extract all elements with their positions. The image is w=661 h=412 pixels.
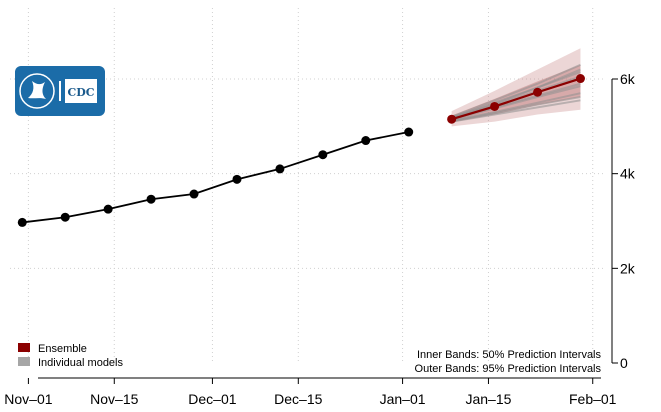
ensemble-series <box>447 74 585 124</box>
ensemble-point <box>533 87 543 97</box>
hhs-eagle-icon <box>19 73 55 109</box>
observed-point <box>60 212 70 222</box>
individual-model-line <box>451 63 581 118</box>
inner-band-note: Inner Bands: 50% Prediction Intervals <box>417 349 602 361</box>
individual-model-line <box>451 75 581 120</box>
cdc-logo-text: CDC <box>67 86 94 99</box>
y-tick-label: 6k <box>620 71 636 87</box>
observed-point <box>318 150 328 160</box>
individual-model-line <box>451 85 581 121</box>
observed-point <box>361 136 371 146</box>
individual-model-line <box>451 96 581 123</box>
observed-point <box>404 127 414 137</box>
x-tick-label: Nov–15 <box>90 391 138 407</box>
legend-label-individual-models: Individual models <box>38 357 123 369</box>
x-tick-label: Jan–15 <box>465 391 511 407</box>
observed-point <box>17 217 27 227</box>
observed-point <box>232 174 242 184</box>
ensemble-point <box>490 101 500 111</box>
observed-series <box>17 127 414 227</box>
legend-swatch-individual-models <box>18 357 30 366</box>
y-tick-label: 0 <box>620 355 628 371</box>
legend-label-ensemble: Ensemble <box>38 343 87 355</box>
outer-band-note: Outer Bands: 95% Prediction Intervals <box>415 363 602 375</box>
x-tick-label: Dec–01 <box>188 391 236 407</box>
grid <box>10 8 605 363</box>
observed-point <box>275 164 285 174</box>
y-tick-label: 4k <box>620 166 636 182</box>
y-tick-label: 2k <box>620 260 636 276</box>
observed-point <box>189 189 199 199</box>
ensemble-point <box>447 114 457 124</box>
legend-swatch-ensemble <box>18 343 30 352</box>
observed-line <box>22 131 409 224</box>
x-tick-label: Jan–01 <box>380 391 426 407</box>
ensemble-point <box>575 74 585 84</box>
x-tick-label: Feb–01 <box>569 391 617 407</box>
individual-model-line <box>451 70 581 119</box>
observed-point <box>146 194 156 204</box>
cdc-logo: CDC <box>15 66 105 116</box>
legend: Ensemble Individual models <box>18 343 123 369</box>
ensemble-line <box>451 77 581 121</box>
axes: Nov–01 Nov–15 Dec–01 Dec–15 Jan–01 Jan–15 Feb–… <box>4 71 636 407</box>
x-tick-label: Nov–01 <box>4 391 52 407</box>
observed-point <box>103 204 113 214</box>
x-tick-label: Dec–15 <box>274 391 322 407</box>
